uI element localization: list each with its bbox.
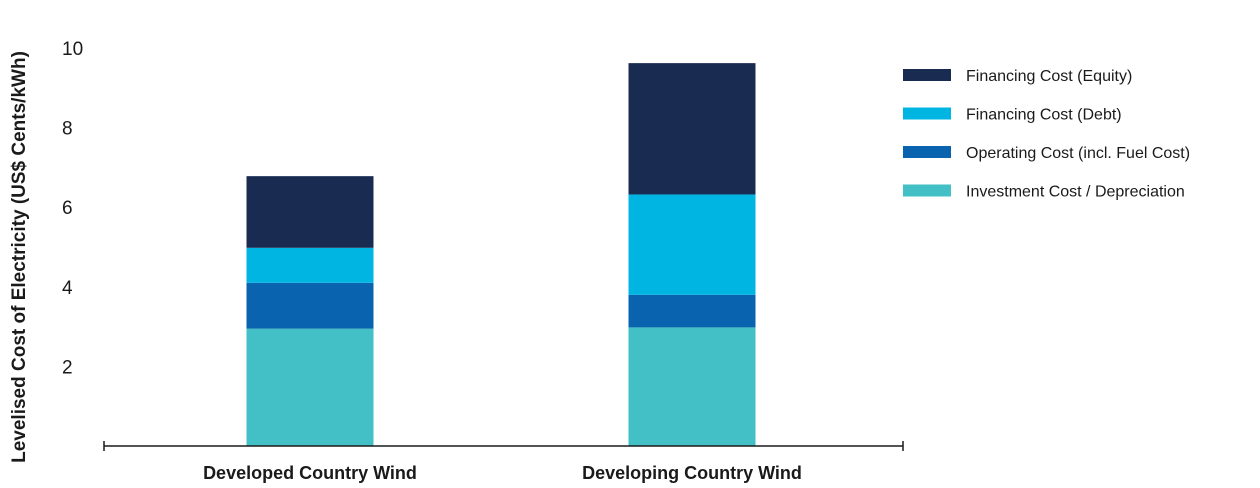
y-tick-label: 6: [62, 198, 73, 219]
bar-segment: [628, 294, 756, 328]
bar-segment: [246, 247, 374, 283]
legend-swatch: [903, 146, 951, 158]
bar-segment: [628, 327, 756, 446]
y-tick-label: 2: [62, 357, 73, 378]
bar-segment: [246, 282, 374, 329]
bar-segment: [246, 328, 374, 446]
legend-label: Investment Cost / Depreciation: [966, 184, 1185, 201]
bar-stack: [628, 63, 756, 446]
legend-swatch: [903, 69, 951, 81]
bar-segment: [628, 194, 756, 295]
bar-segment: [246, 176, 374, 248]
bar-segment: [628, 63, 756, 195]
y-axis-label: Levelised Cost of Electricity (US$ Cents…: [9, 51, 30, 463]
bars: [246, 63, 756, 446]
legend-label: Financing Cost (Equity): [966, 68, 1132, 85]
legend-label: Financing Cost (Debt): [966, 107, 1122, 124]
x-category-label: Developed Country Wind: [203, 463, 417, 483]
bar-stack: [246, 176, 374, 446]
y-axis-ticks: 2 4 6 8 10: [62, 39, 83, 378]
legend: Financing Cost (Equity) Financing Cost (D…: [903, 68, 1190, 201]
x-axis-category-labels: Developed Country Wind Developing Country…: [203, 463, 802, 483]
legend-swatch: [903, 184, 951, 197]
y-tick-label: 4: [62, 278, 73, 299]
legend-label: Operating Cost (incl. Fuel Cost): [966, 145, 1190, 162]
x-category-label: Developing Country Wind: [582, 463, 802, 483]
y-tick-label: 8: [62, 119, 73, 140]
legend-swatch: [903, 107, 951, 120]
y-tick-label: 10: [62, 39, 83, 60]
